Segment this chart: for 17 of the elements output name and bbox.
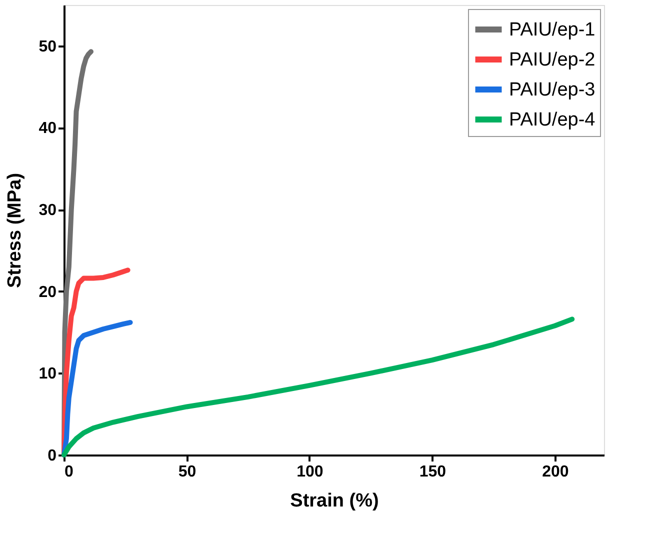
legend-label: PAIU/ep-3 (509, 80, 596, 100)
y-axis-title: Stress (MPa) (4, 172, 26, 288)
x-tick-label: 50 (178, 464, 196, 480)
x-tick-label: 100 (296, 464, 324, 480)
x-tick-label: 200 (542, 464, 569, 480)
y-tick-label: 20 (38, 284, 57, 301)
y-tick-label: 40 (38, 120, 57, 138)
x-tick-label: 150 (419, 464, 446, 480)
x-axis-title: Strain (%) (290, 490, 379, 512)
y-tick-label: 30 (38, 202, 57, 220)
y-tick-label: 50 (38, 38, 57, 56)
y-tick-label: 10 (38, 366, 57, 383)
legend-label: PAIU/ep-2 (509, 50, 596, 70)
y-tick-label: 0 (48, 448, 57, 464)
x-tick-label: 0 (64, 464, 74, 480)
legend-label: PAIU/ep-4 (509, 110, 596, 130)
legend-label: PAIU/ep-1 (509, 20, 596, 40)
